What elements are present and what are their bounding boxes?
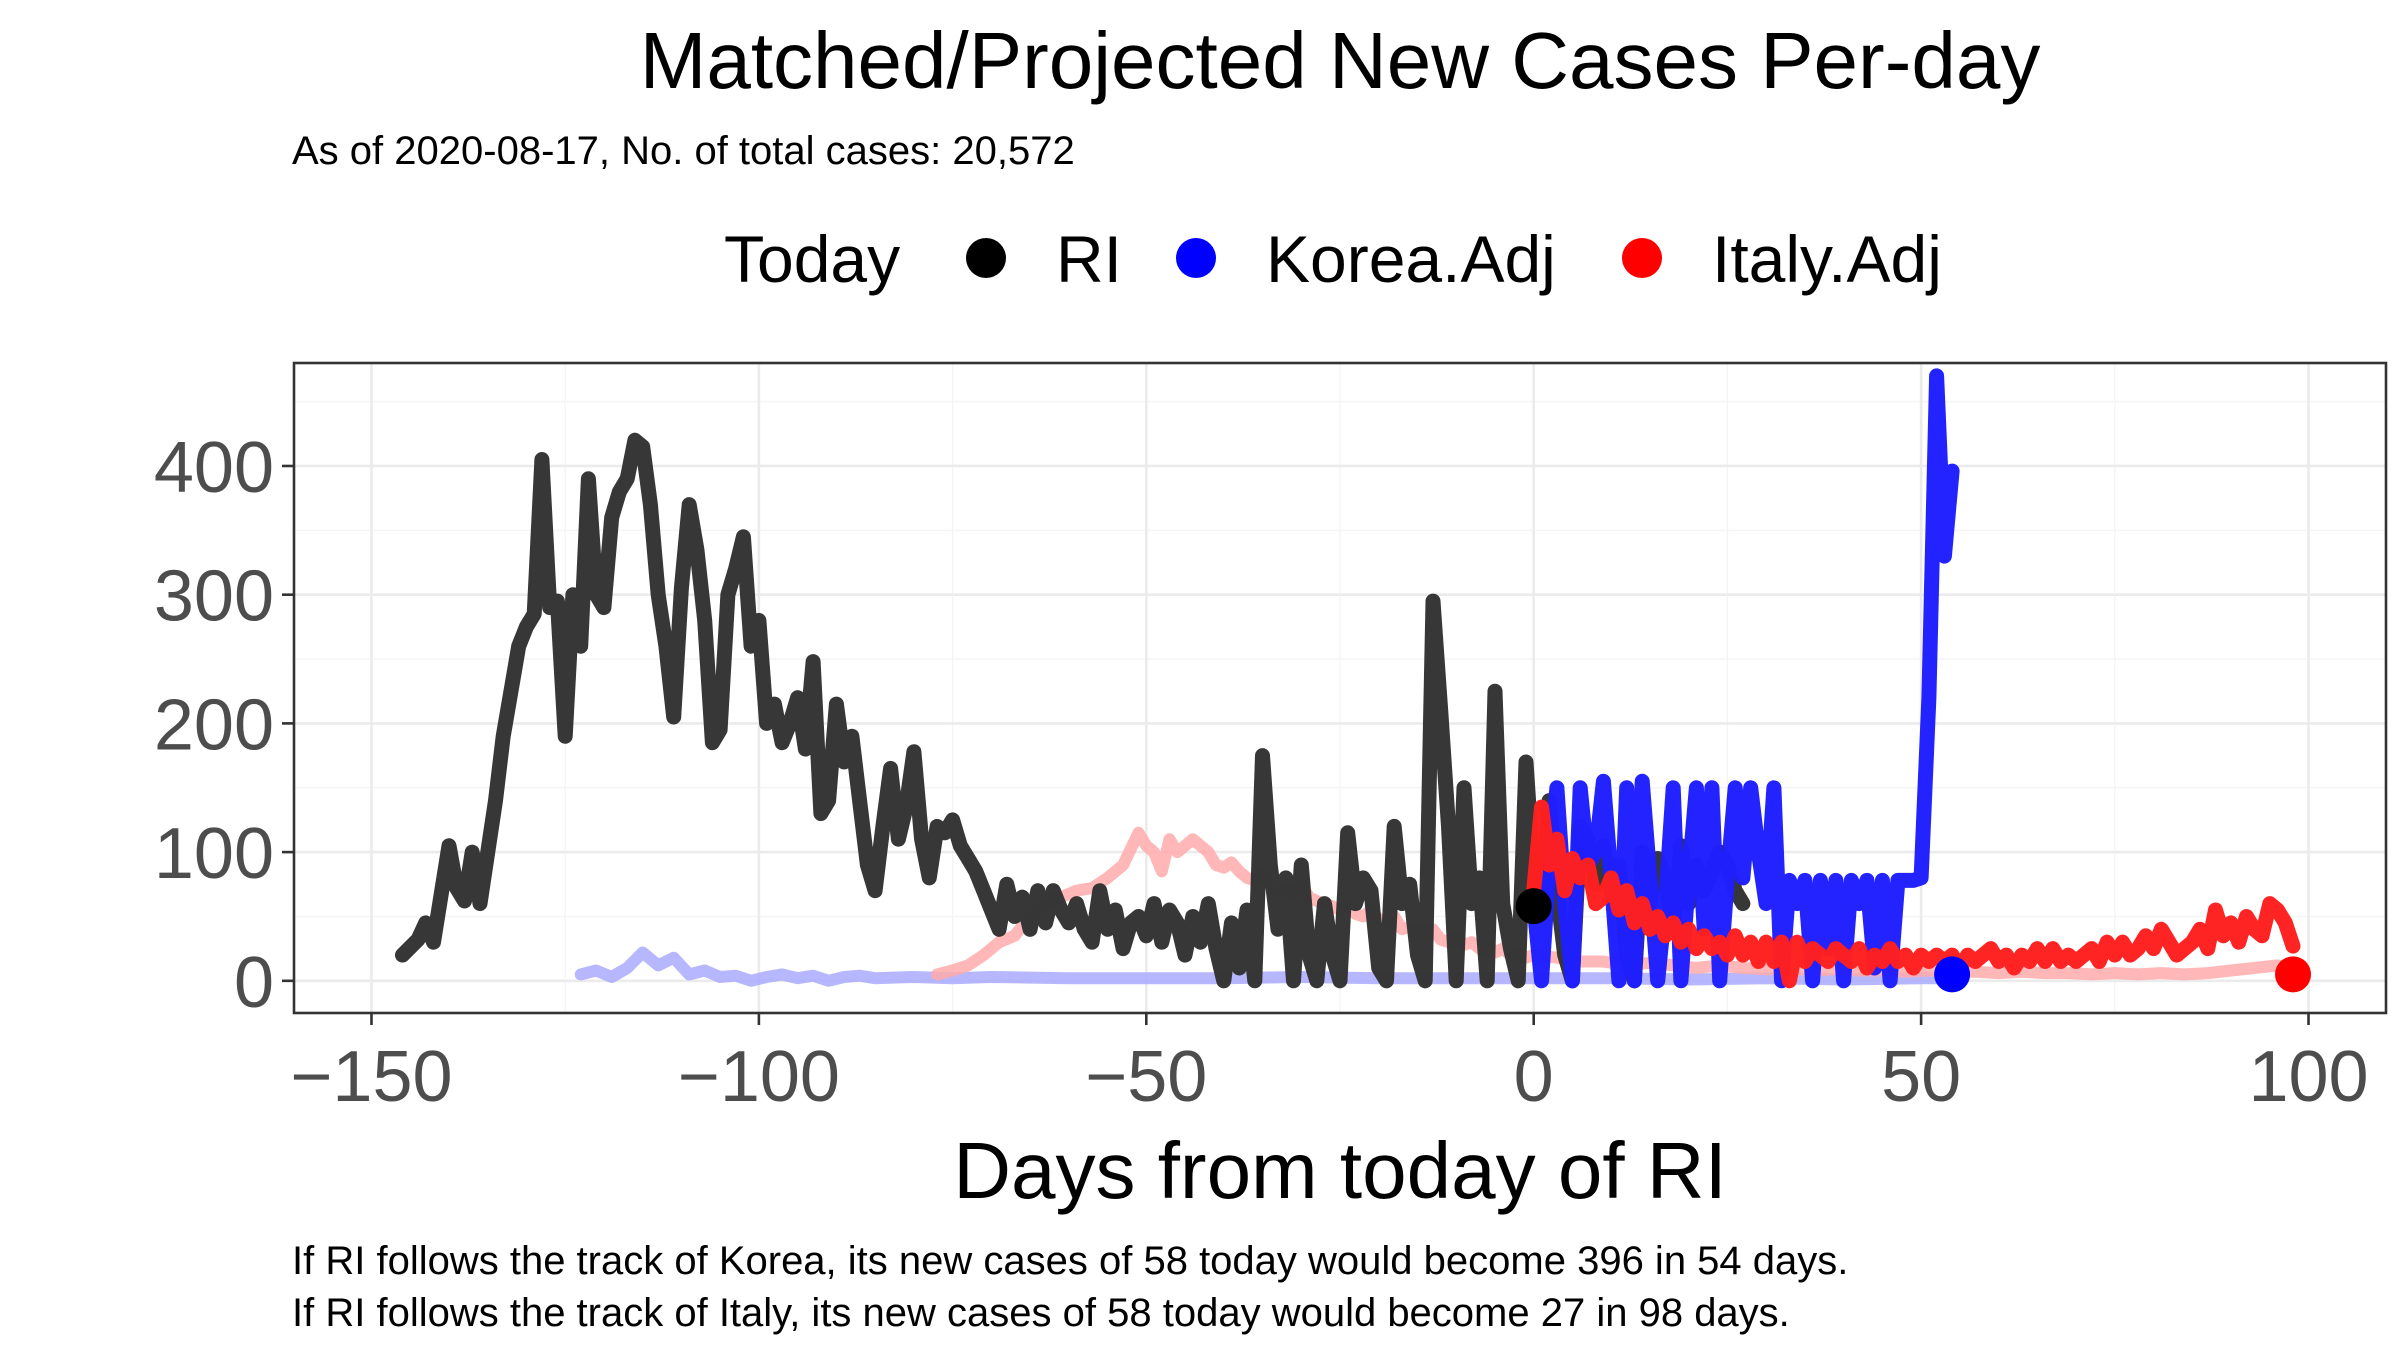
plot-border [292,361,2388,1015]
x-tick-label: 0 [1514,1037,1554,1117]
legend-title: Today [724,222,900,296]
legend-key-ri [966,238,1006,278]
legend-label-italy: Italy.Adj [1712,222,1942,296]
y-tick-label: 200 [154,685,274,765]
x-tick-label: −50 [1085,1037,1207,1117]
today-marker-ri [1515,888,1552,925]
y-tick-label: 0 [234,943,274,1023]
y-tick-label: 100 [154,814,274,894]
chart-subtitle: As of 2020-08-17, No. of total cases: 20… [292,129,1075,173]
today-marker-italy-adj [2275,956,2312,993]
x-tick-label: 100 [2248,1037,2368,1117]
caption-korea: If RI follows the track of Korea, its ne… [292,1239,1848,1283]
legend-label-korea: Korea.Adj [1266,222,1556,296]
series-line-korea-adj [1526,368,1960,989]
legend-label-ri: RI [1056,222,1122,296]
series-line-italy-adj [1526,799,2301,989]
x-tick-label: −100 [678,1037,840,1117]
legend-key-korea [1176,238,1216,278]
series-line-ri [395,432,1751,989]
axis-layer: −150 −100 −50 0 50 100 0 100 200 300 400 [154,428,2369,1117]
legend-key-italy [1622,238,1662,278]
x-axis-label: Days from today of RI [953,1126,1727,1215]
x-tick-label: 50 [1881,1037,1961,1117]
x-tick-label: −150 [290,1037,452,1117]
legend: Today RI Korea.Adj Italy.Adj [724,222,1942,296]
series-layer [395,368,2301,989]
marker-layer [1515,888,2312,993]
y-tick-label: 300 [154,557,274,637]
chart-title: Matched/Projected New Cases Per-day [640,16,2041,105]
today-marker-korea-adj [1934,956,1971,993]
grid [294,363,2386,1013]
y-tick-label: 400 [154,428,274,508]
caption-italy: If RI follows the track of Italy, its ne… [292,1291,1790,1335]
